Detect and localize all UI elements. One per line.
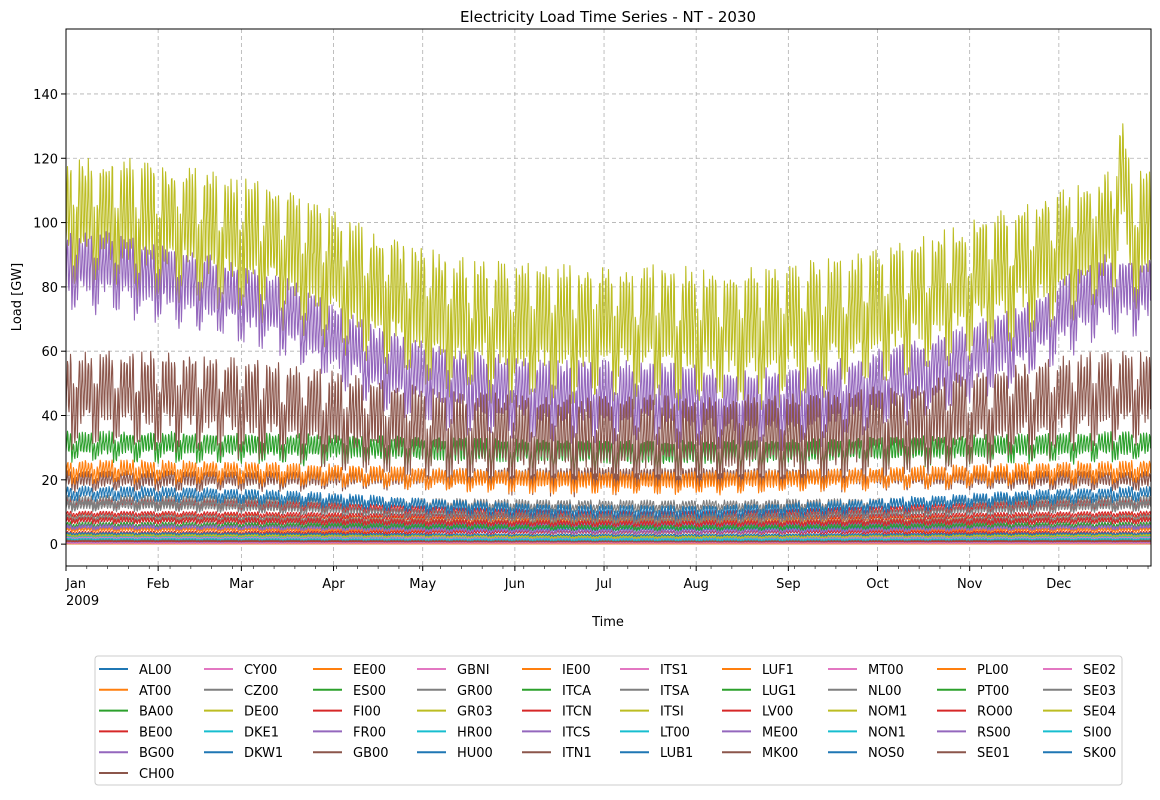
legend-label: LUF1 bbox=[762, 663, 794, 678]
legend-label: SE04 bbox=[1083, 705, 1116, 720]
legend-label: ITCN bbox=[562, 705, 592, 720]
chart-title: Electricity Load Time Series - NT - 2030 bbox=[460, 8, 756, 26]
x-tick-label: Dec bbox=[1046, 577, 1071, 592]
legend-label: ITS1 bbox=[660, 663, 688, 678]
x-tick-label: May bbox=[409, 577, 436, 592]
legend-label: HU00 bbox=[457, 746, 493, 761]
legend-label: GBNI bbox=[457, 663, 490, 678]
legend-label: SK00 bbox=[1083, 746, 1116, 761]
legend-label: AT00 bbox=[139, 684, 171, 699]
legend-label: CY00 bbox=[244, 663, 277, 678]
legend-label: SE01 bbox=[977, 746, 1010, 761]
legend-label: LT00 bbox=[660, 725, 690, 740]
legend-label: GB00 bbox=[353, 746, 389, 761]
legend-label: ITN1 bbox=[562, 746, 592, 761]
legend-label: MT00 bbox=[868, 663, 904, 678]
legend-label: GR00 bbox=[457, 684, 493, 699]
y-axis-label: Load [GW] bbox=[10, 263, 25, 331]
x-tick-sublabel: 2009 bbox=[66, 594, 99, 609]
legend-label: ITSA bbox=[660, 684, 689, 699]
y-tick-label: 20 bbox=[41, 474, 58, 489]
x-tick-label: Nov bbox=[957, 577, 983, 592]
legend-label: LUG1 bbox=[762, 684, 796, 699]
x-tick-label: Jun bbox=[504, 577, 525, 592]
legend-label: LV00 bbox=[762, 705, 793, 720]
y-tick-label: 80 bbox=[41, 281, 58, 296]
legend-label: ES00 bbox=[353, 684, 386, 699]
y-tick-label: 120 bbox=[33, 152, 58, 167]
x-tick-label: Oct bbox=[866, 577, 888, 592]
series-lines bbox=[66, 124, 1151, 544]
x-tick-label: Mar bbox=[229, 577, 254, 592]
y-tick-label: 100 bbox=[33, 217, 58, 232]
x-axis-label: Time bbox=[591, 615, 624, 630]
legend-label: DKE1 bbox=[244, 725, 279, 740]
legend-label: DKW1 bbox=[244, 746, 283, 761]
legend-label: AL00 bbox=[139, 663, 172, 678]
legend-label: EE00 bbox=[353, 663, 386, 678]
legend-label: RS00 bbox=[977, 725, 1011, 740]
legend-label: ITCA bbox=[562, 684, 591, 699]
legend-label: BE00 bbox=[139, 725, 173, 740]
legend-label: ME00 bbox=[762, 725, 798, 740]
legend-label: NON1 bbox=[868, 725, 906, 740]
legend-label: BA00 bbox=[139, 705, 173, 720]
legend-label: BG00 bbox=[139, 746, 174, 761]
legend-label: FR00 bbox=[353, 725, 386, 740]
legend-label: NL00 bbox=[868, 684, 902, 699]
x-tick-label: Jan bbox=[65, 577, 86, 592]
legend-label: MK00 bbox=[762, 746, 798, 761]
legend-label: GR03 bbox=[457, 705, 493, 720]
legend-label: ITCS bbox=[562, 725, 590, 740]
legend-label: PT00 bbox=[977, 684, 1009, 699]
y-tick-label: 140 bbox=[33, 88, 58, 103]
legend-label: CZ00 bbox=[244, 684, 279, 699]
legend-label: IE00 bbox=[562, 663, 591, 678]
x-tick-label: Sep bbox=[776, 577, 801, 592]
legend-label: RO00 bbox=[977, 705, 1013, 720]
legend-label: SI00 bbox=[1083, 725, 1112, 740]
legend-label: DE00 bbox=[244, 705, 279, 720]
legend-label: FI00 bbox=[353, 705, 381, 720]
legend-label: LUB1 bbox=[660, 746, 693, 761]
legend-label: PL00 bbox=[977, 663, 1009, 678]
x-tick-label: Feb bbox=[147, 577, 170, 592]
legend-label: ITSI bbox=[660, 705, 684, 720]
y-tick-label: 40 bbox=[41, 410, 58, 425]
y-tick-label: 0 bbox=[50, 538, 58, 553]
legend-label: SE03 bbox=[1083, 684, 1116, 699]
x-tick-label: Jul bbox=[595, 577, 612, 592]
x-tick-label: Apr bbox=[322, 577, 345, 592]
legend-label: SE02 bbox=[1083, 663, 1116, 678]
legend-label: NOM1 bbox=[868, 705, 907, 720]
legend-label: HR00 bbox=[457, 725, 492, 740]
legend-label: NOS0 bbox=[868, 746, 904, 761]
legend-label: CH00 bbox=[139, 767, 174, 782]
x-tick-label: Aug bbox=[683, 577, 708, 592]
y-tick-label: 60 bbox=[41, 345, 58, 360]
series-line-mt00 bbox=[66, 543, 1151, 544]
